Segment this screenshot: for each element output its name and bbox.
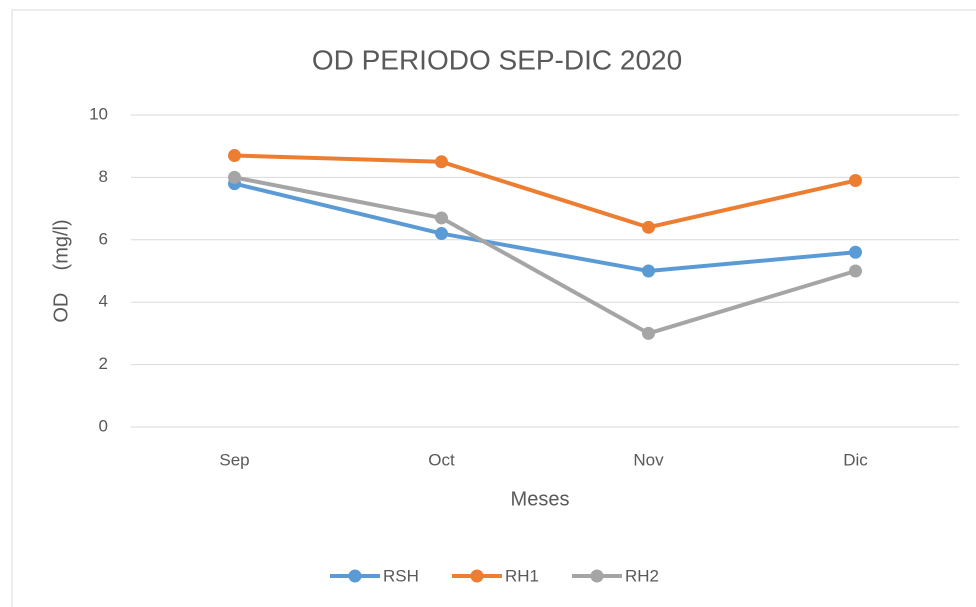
y-tick-label: 4 xyxy=(99,292,108,311)
series-marker xyxy=(849,174,862,188)
series-marker xyxy=(228,149,241,163)
x-tick-label: Nov xyxy=(633,450,664,469)
legend-label: RSH xyxy=(383,566,419,585)
y-tick-label: 2 xyxy=(99,354,108,373)
y-axis-title: OD (mg/l) xyxy=(50,219,72,322)
series-marker xyxy=(642,220,655,234)
x-axis-title: Meses xyxy=(511,488,570,510)
legend-marker xyxy=(348,569,362,583)
series-line xyxy=(234,181,856,273)
y-tick-label: 8 xyxy=(99,167,108,186)
series-marker xyxy=(435,211,448,225)
series-marker xyxy=(435,155,448,169)
series-marker xyxy=(228,170,241,184)
legend-marker xyxy=(590,569,604,583)
y-tick-label: 0 xyxy=(99,416,108,435)
y-tick-label: 6 xyxy=(99,229,108,248)
legend-marker xyxy=(470,569,484,583)
series-marker xyxy=(642,264,655,278)
series-line xyxy=(234,175,857,336)
series-marker xyxy=(849,245,862,259)
chart-title: OD PERIODO SEP-DIC 2020 xyxy=(312,44,682,75)
x-tick-label: Dic xyxy=(843,450,868,469)
series-line xyxy=(234,153,856,230)
x-tick-label: Oct xyxy=(428,450,455,469)
legend-label: RH1 xyxy=(505,566,539,585)
x-tick-label: Sep xyxy=(219,450,249,469)
series-marker xyxy=(435,227,448,241)
series-marker xyxy=(849,264,862,278)
legend-label: RH2 xyxy=(625,566,659,585)
y-tick-label: 10 xyxy=(89,104,108,123)
chart-frame xyxy=(11,9,976,607)
series-marker xyxy=(642,326,655,340)
